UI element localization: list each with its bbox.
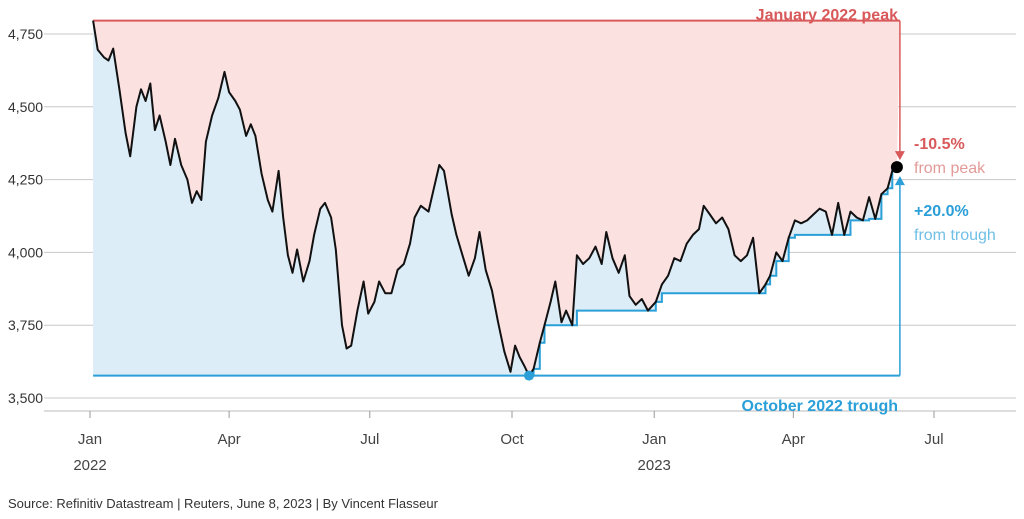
- peak-arrow-head: [894, 151, 905, 161]
- peak-label: January 2022 peak: [756, 7, 898, 24]
- latest-marker: [890, 161, 903, 174]
- from-trough-text: from trough: [914, 227, 996, 244]
- y-tick-label: 4,500: [8, 99, 43, 115]
- y-tick-label: 3,500: [8, 390, 43, 406]
- x-tick-label: Oct: [500, 431, 524, 448]
- x-tick-label: Jul: [924, 431, 943, 448]
- annotations: January 2022 peak October 2022 trough -10.…: [742, 7, 996, 415]
- y-tick-label: 4,750: [8, 26, 43, 42]
- recovery-area: [93, 20, 897, 376]
- price-line-group: [92, 20, 903, 381]
- trough-label: October 2022 trough: [742, 398, 898, 415]
- x-tick-label: Apr: [217, 431, 240, 448]
- from-trough-pct: +20.0%: [914, 203, 969, 220]
- chart-svg: 4,750 4,500 4,250 4,000 3,750 3,500 Jan 2022 Apr…: [8, 7, 1016, 474]
- axes: 4,750 4,500 4,250 4,000 3,750 3,500 Jan 2022 Apr…: [8, 26, 1016, 474]
- source-note: Source: Refinitiv Datastream | Reuters, …: [8, 496, 438, 511]
- x-tick-label: Apr: [782, 431, 805, 448]
- y-tick-label: 4,250: [8, 172, 43, 188]
- from-peak-pct: -10.5%: [914, 136, 965, 153]
- x-tick-label: Jan: [78, 431, 102, 448]
- x-tick-label: Jan: [642, 431, 666, 448]
- y-tick-label: 4,000: [8, 244, 43, 260]
- drawdown-area: [93, 20, 900, 376]
- y-tick-label: 3,750: [8, 317, 43, 333]
- trough-arrow-head: [894, 176, 905, 186]
- price-line: [92, 20, 898, 377]
- x-tick-label: Jul: [360, 431, 379, 448]
- x-tick-year-label: 2023: [638, 457, 671, 474]
- from-peak-text: from peak: [914, 160, 986, 177]
- x-tick-year-label: 2022: [73, 457, 106, 474]
- trough-marker: [524, 370, 535, 381]
- area-fills: [93, 20, 900, 376]
